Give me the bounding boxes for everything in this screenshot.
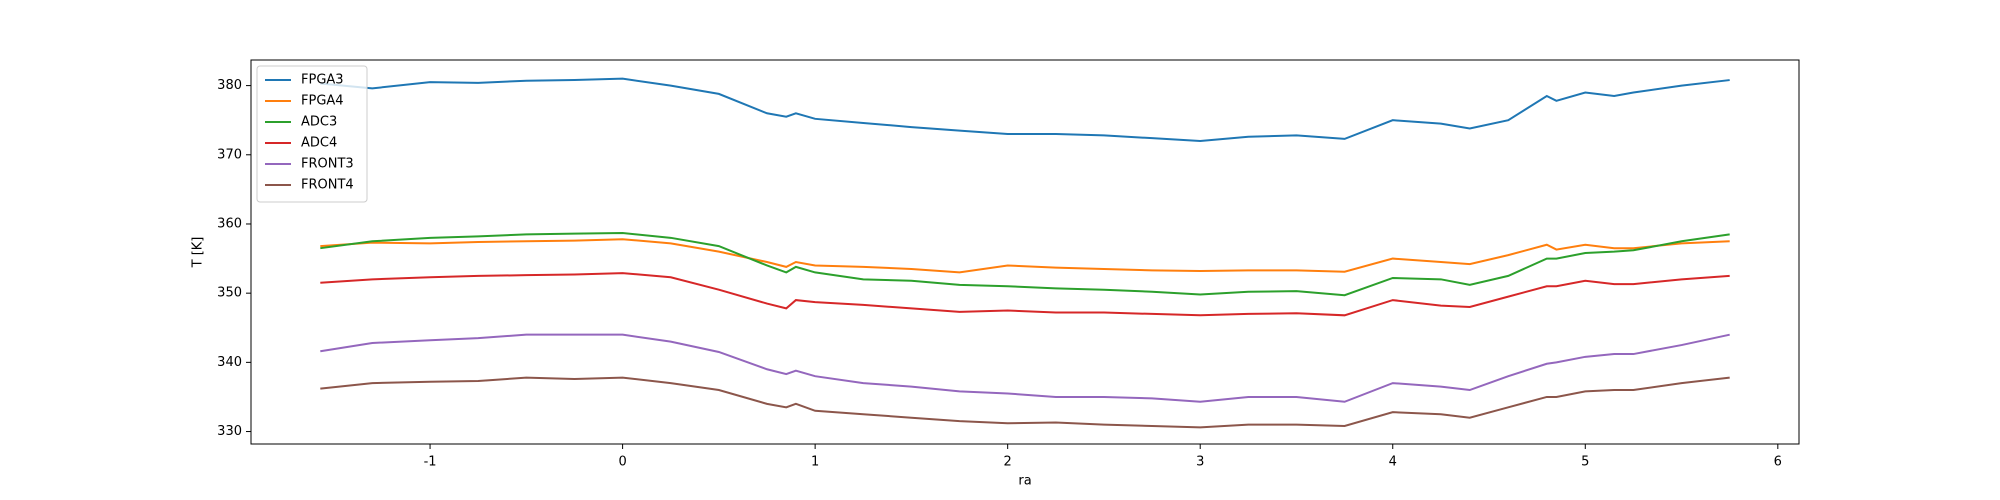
x-tick-label: 1 <box>811 455 819 470</box>
legend-label: FRONT4 <box>301 178 354 193</box>
y-axis-label: T [K] <box>191 237 206 269</box>
legend-label: ADC3 <box>301 115 337 130</box>
x-tick-label: 5 <box>1581 455 1589 470</box>
x-tick-label: 6 <box>1774 455 1782 470</box>
x-tick-label: 2 <box>1004 455 1012 470</box>
data-line <box>320 238 1730 274</box>
legend-label: FPGA4 <box>301 94 344 109</box>
y-tick-label: 350 <box>217 286 242 301</box>
y-tick-label: 340 <box>217 355 242 370</box>
x-tick-label: 0 <box>618 455 626 470</box>
legend-label: FRONT3 <box>301 157 354 172</box>
plot-frame <box>250 59 1800 445</box>
x-tick-label: -1 <box>424 455 437 470</box>
data-line <box>320 376 1730 429</box>
legend-label: FPGA3 <box>301 73 344 88</box>
legend-label: ADC4 <box>301 136 337 151</box>
x-axis-label: ra <box>1018 474 1031 489</box>
y-tick-label: 370 <box>217 147 242 162</box>
x-tick-label: 4 <box>1389 455 1397 470</box>
data-line <box>320 333 1730 403</box>
y-tick-label: 360 <box>217 216 242 231</box>
data-line <box>320 272 1730 317</box>
legend: FPGA3 FPGA4 ADC3 ADC4 FRONT3 FRONT4 <box>256 65 368 203</box>
y-tick-label: 380 <box>217 78 242 93</box>
data-line <box>320 77 1730 142</box>
data-line <box>320 231 1730 297</box>
x-tick-label: 3 <box>1196 455 1204 470</box>
y-tick-label: 330 <box>217 424 242 439</box>
